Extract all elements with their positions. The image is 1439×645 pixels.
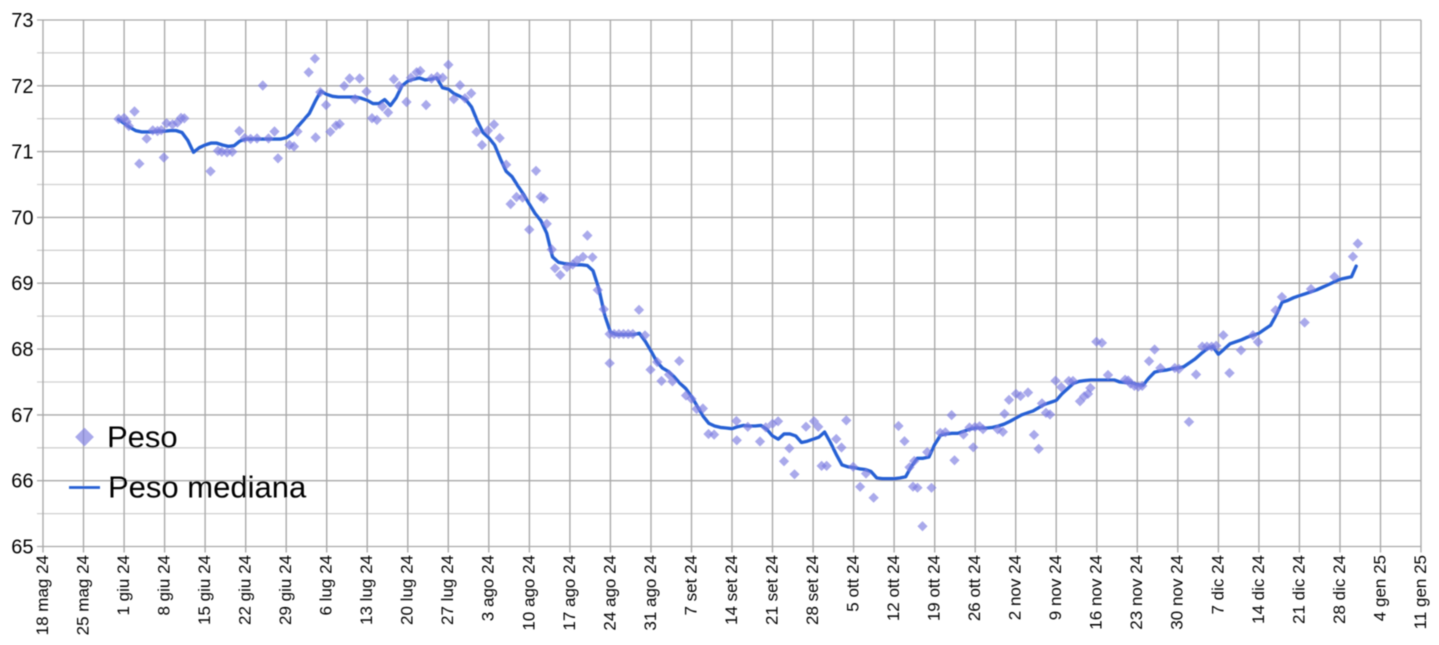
svg-text:28 set 24: 28 set 24 <box>803 555 822 625</box>
svg-text:4 gen 25: 4 gen 25 <box>1370 555 1389 621</box>
svg-text:18 mag 24: 18 mag 24 <box>33 555 52 635</box>
svg-text:14 set 24: 14 set 24 <box>722 555 741 625</box>
svg-text:Peso mediana: Peso mediana <box>108 470 307 505</box>
svg-text:17 ago 24: 17 ago 24 <box>560 555 579 631</box>
svg-text:72: 72 <box>11 76 33 98</box>
svg-text:29 giu 24: 29 giu 24 <box>276 555 295 625</box>
svg-text:68: 68 <box>11 339 33 361</box>
svg-text:12 ott 24: 12 ott 24 <box>884 555 903 621</box>
svg-text:3 ago 24: 3 ago 24 <box>479 555 498 621</box>
svg-text:28 dic 24: 28 dic 24 <box>1330 555 1349 624</box>
svg-text:23 nov 24: 23 nov 24 <box>1127 555 1146 630</box>
svg-text:19 ott 24: 19 ott 24 <box>925 555 944 621</box>
svg-text:70: 70 <box>11 207 33 229</box>
svg-text:14 dic 24: 14 dic 24 <box>1249 555 1268 624</box>
svg-text:7 set 24: 7 set 24 <box>681 555 700 616</box>
svg-text:5 ott 24: 5 ott 24 <box>844 555 863 612</box>
svg-text:21 dic 24: 21 dic 24 <box>1289 555 1308 624</box>
svg-text:9 nov 24: 9 nov 24 <box>1046 555 1065 620</box>
svg-text:27 lug 24: 27 lug 24 <box>438 555 457 625</box>
svg-text:69: 69 <box>11 273 33 295</box>
svg-text:65: 65 <box>11 537 33 559</box>
svg-text:2 nov 24: 2 nov 24 <box>1006 555 1025 620</box>
svg-text:8 giu 24: 8 giu 24 <box>155 555 174 616</box>
svg-text:30 nov 24: 30 nov 24 <box>1168 555 1187 630</box>
svg-text:67: 67 <box>11 405 33 427</box>
svg-text:16 nov 24: 16 nov 24 <box>1087 555 1106 630</box>
svg-text:1 giu 24: 1 giu 24 <box>114 555 133 616</box>
svg-text:6 lug 24: 6 lug 24 <box>317 555 336 616</box>
svg-text:22 giu 24: 22 giu 24 <box>236 555 255 625</box>
svg-text:20 lug 24: 20 lug 24 <box>398 555 417 625</box>
svg-text:25 mag 24: 25 mag 24 <box>73 555 92 635</box>
svg-text:Peso: Peso <box>107 420 178 455</box>
svg-text:15 giu 24: 15 giu 24 <box>195 555 214 625</box>
svg-text:10 ago 24: 10 ago 24 <box>519 555 538 631</box>
svg-text:13 lug 24: 13 lug 24 <box>357 555 376 625</box>
svg-text:7 dic 24: 7 dic 24 <box>1208 555 1227 615</box>
svg-text:24 ago 24: 24 ago 24 <box>600 555 619 631</box>
svg-text:73: 73 <box>11 10 33 32</box>
svg-text:26 ott 24: 26 ott 24 <box>965 555 984 621</box>
svg-text:11 gen 25: 11 gen 25 <box>1411 555 1430 629</box>
svg-text:66: 66 <box>11 471 33 493</box>
svg-text:31 ago 24: 31 ago 24 <box>641 555 660 631</box>
svg-text:71: 71 <box>11 142 33 164</box>
svg-text:21 set 24: 21 set 24 <box>762 555 781 625</box>
